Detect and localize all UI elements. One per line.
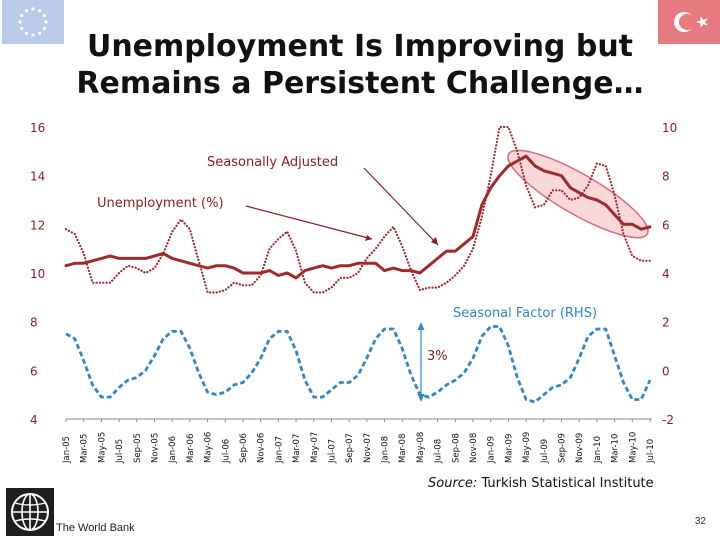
left-axis-ticks: 4 6 8 10 12 14 16: [30, 121, 45, 427]
x-tick-label: May-06: [204, 432, 214, 463]
x-tick-label: May-09: [522, 432, 532, 463]
x-tick-label: Sep-07: [345, 433, 355, 463]
source-text: Turkish Statistical Institute: [477, 476, 654, 491]
x-tick-label: Jul-08: [434, 439, 444, 464]
x-tick-label: Jul-07: [327, 439, 337, 464]
x-tick-label: Nov-06: [257, 433, 267, 463]
series-layer: [64, 125, 652, 404]
org-name: The World Bank: [56, 522, 135, 534]
eu-star: [24, 9, 29, 13]
left-tick-label: 6: [30, 364, 38, 378]
right-tick-label: -2: [662, 413, 674, 427]
label-unemployment: Unemployment (%): [97, 196, 224, 211]
left-tick-label: 14: [30, 170, 45, 184]
eu-star: [31, 7, 35, 11]
world-bank-globe-icon: [6, 488, 54, 536]
eu-star: [20, 13, 24, 18]
source-label: Source:: [428, 476, 478, 491]
right-tick-label: 8: [662, 170, 670, 184]
x-tick-label: Mar-06: [186, 434, 196, 463]
x-tick-label: Jul-05: [115, 439, 125, 464]
x-tick-label: Jan-05: [62, 436, 72, 464]
x-tick-label: Jan-08: [381, 436, 391, 464]
footer-bar: [56, 510, 720, 540]
eu-star: [42, 13, 46, 18]
eu-star: [37, 9, 42, 13]
x-tick-label: Mar-08: [398, 434, 408, 463]
range-arrow-bottom: [417, 394, 425, 402]
right-tick-label: 4: [662, 267, 670, 281]
eu-star: [44, 20, 48, 24]
eu-star: [31, 33, 35, 37]
unemp-arrow-line: [245, 205, 373, 240]
unemp-arrow-head: [365, 235, 372, 241]
slide-title: Unemployment Is Improving but Remains a …: [70, 28, 650, 102]
eu-star: [24, 31, 29, 35]
x-tick-label: May-05: [97, 432, 107, 463]
x-tick-label: Nov-05: [150, 433, 160, 463]
source-note: Source: Turkish Statistical Institute: [428, 476, 654, 491]
page-number: 32: [694, 516, 706, 527]
left-tick-label: 10: [30, 267, 45, 281]
title-line-1: Unemployment Is Improving but: [86, 29, 634, 64]
x-tick-label: Sep-05: [133, 433, 143, 463]
x-tick-label: Mar-07: [292, 434, 302, 463]
x-tick-label: Sep-09: [558, 433, 568, 463]
left-tick-label: 16: [30, 121, 45, 135]
eu-flag-icon: [2, 0, 64, 44]
x-tick-label: Jul-10: [646, 439, 656, 464]
x-tick-label: Mar-10: [611, 434, 621, 463]
x-tick-label: Jan-07: [274, 436, 284, 464]
label-three-percent: 3%: [427, 349, 448, 364]
right-tick-label: 6: [662, 218, 670, 232]
x-tick-label: May-08: [416, 432, 426, 463]
eu-star: [20, 26, 24, 31]
x-tick-label: May-10: [628, 432, 638, 463]
eu-star: [42, 26, 46, 31]
right-tick-label: 10: [662, 121, 677, 135]
range-arrow-top: [417, 322, 425, 330]
x-tick-label: Sep-06: [239, 433, 249, 463]
left-tick-label: 8: [30, 316, 38, 330]
x-tick-label: Nov-08: [469, 433, 479, 463]
eu-star: [37, 31, 42, 35]
x-tick-label: Mar-05: [80, 434, 90, 463]
series-line-1: [64, 154, 652, 280]
right-tick-label: 0: [662, 364, 670, 378]
right-axis-ticks: -2 0 2 4 6 8 10: [662, 121, 677, 427]
highlight-ellipse: [507, 149, 649, 239]
label-seasonally-adjusted: Seasonally Adjusted: [207, 155, 338, 170]
x-tick-label: Jan-10: [593, 436, 603, 464]
x-tick-label: May-07: [310, 432, 320, 463]
label-seasonal-factor: Seasonal Factor (RHS): [453, 306, 597, 321]
left-tick-label: 4: [30, 413, 38, 427]
x-tick-label: Sep-08: [451, 433, 461, 463]
x-tick-label: Nov-09: [575, 433, 585, 463]
x-tick-label: Jul-09: [540, 439, 550, 464]
x-tick-label: Jan-06: [168, 436, 178, 464]
series-line-2: [65, 325, 652, 404]
x-tick-label: Jul-06: [221, 439, 231, 464]
x-tick-label: Mar-09: [504, 434, 514, 463]
x-tick-label: Nov-07: [363, 433, 373, 463]
sa-arrow-line: [363, 167, 439, 246]
sa-arrow-head: [431, 237, 438, 245]
right-tick-label: 2: [662, 316, 670, 330]
x-tick-label: Jan-09: [487, 436, 497, 464]
left-tick-label: 12: [30, 218, 45, 232]
title-line-2: Remains a Persistent Challenge…: [76, 66, 644, 101]
x-axis-ticks: Jan-05 Mar-05 May-05 Jul-05 Sep-05 Nov-05 Jan-…: [62, 419, 656, 464]
eu-star: [18, 20, 22, 24]
turkish-flag-icon: [658, 0, 720, 44]
